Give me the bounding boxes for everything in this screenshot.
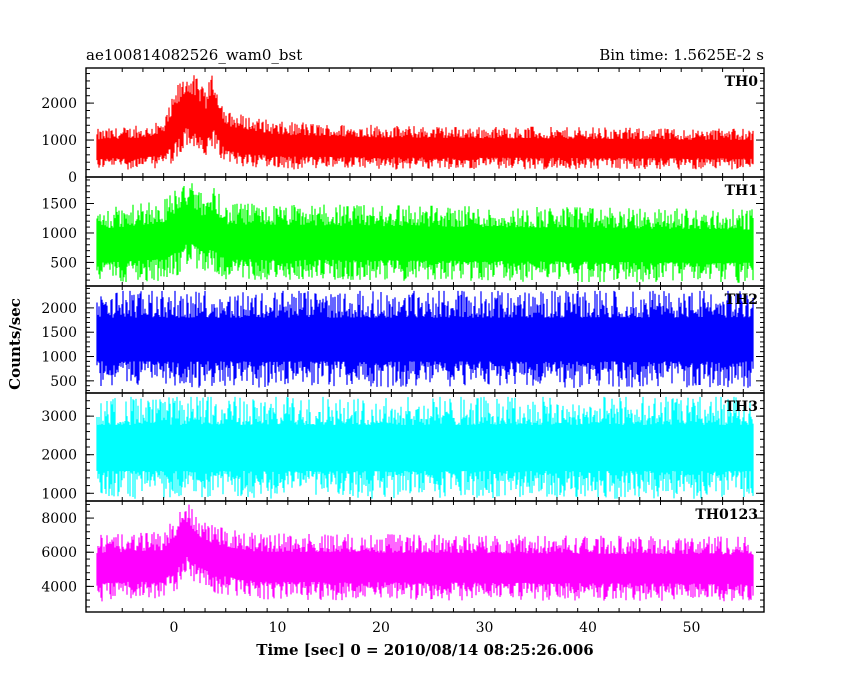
x-tick-label: 30 (476, 620, 494, 636)
y-axis-label: Counts/sec (6, 298, 24, 390)
panel-label: TH3 (725, 399, 758, 415)
y-tick-label: 0 (68, 170, 77, 186)
y-tick-label: 8000 (41, 511, 77, 527)
series-th2 (96, 290, 754, 388)
panels-group: 0 1000 2000 TH0 500 1000 1500 TH1 500 1000 1500 200… (41, 67, 765, 613)
x-tick-label: 10 (269, 620, 287, 636)
y-tick-label: 3000 (41, 409, 77, 425)
y-tick-label: 500 (50, 374, 77, 390)
y-tick-label: 1500 (41, 197, 77, 213)
x-axis: 0 10 20 30 40 50 (170, 620, 701, 636)
series-th3 (96, 396, 754, 499)
x-tick-label: 0 (170, 620, 179, 636)
panel-label: TH0123 (695, 507, 758, 523)
title-right: Bin time: 1.5625E-2 s (599, 46, 764, 64)
x-tick-label: 40 (579, 620, 597, 636)
panel-label: TH2 (725, 292, 758, 308)
panel-th1: 500 1000 1500 TH1 (41, 176, 765, 287)
y-tick-label: 1000 (41, 350, 77, 366)
series-th1 (96, 183, 754, 283)
y-tick-label: 2000 (41, 96, 77, 112)
y-tick-label: 2000 (41, 301, 77, 317)
panel-th0: 0 1000 2000 TH0 (41, 67, 765, 186)
y-tick-label: 1000 (41, 486, 77, 502)
x-tick-label: 20 (372, 620, 390, 636)
panel-th2: 500 1000 1500 2000 TH2 (41, 285, 765, 394)
y-tick-label: 1500 (41, 325, 77, 341)
y-tick-label: 4000 (41, 579, 77, 595)
x-axis-label: Time [sec] 0 = 2010/08/14 08:25:26.006 (256, 641, 593, 659)
panel-th3: 1000 2000 3000 TH3 (41, 392, 765, 502)
y-tick-label: 1000 (41, 133, 77, 149)
title-left: ae100814082526_wam0_bst (86, 46, 302, 64)
panel-label: TH1 (725, 183, 758, 199)
y-tick-label: 6000 (41, 545, 77, 561)
series-th0 (96, 75, 754, 170)
y-tick-label: 2000 (41, 448, 77, 464)
x-tick-label: 50 (683, 620, 701, 636)
panel-frame (85, 500, 765, 613)
series-th0123 (96, 504, 754, 602)
y-tick-label: 1000 (41, 226, 77, 242)
y-tick-label: 500 (50, 255, 77, 271)
panel-label: TH0 (725, 74, 759, 90)
panel-th0123: 4000 6000 8000 TH0123 (41, 500, 765, 613)
